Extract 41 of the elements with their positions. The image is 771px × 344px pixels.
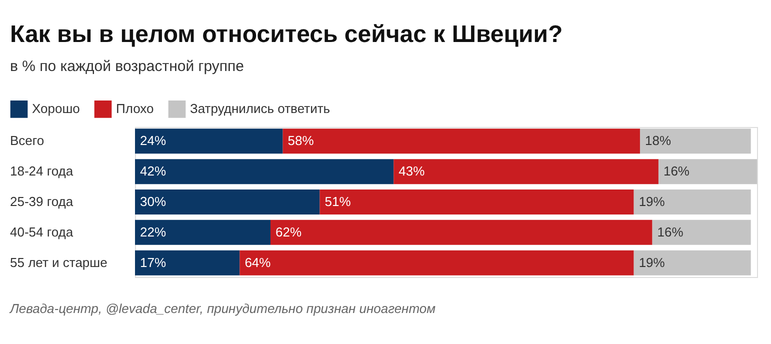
chart-title: Как вы в целом относитесь сейчас к Швеции?: [10, 21, 563, 48]
data-label: 64%: [244, 254, 272, 270]
bar: [282, 128, 640, 154]
data-label: 43%: [398, 164, 426, 179]
legend-label: Плохо: [116, 101, 154, 116]
text: Левада-центр, @levada_center, принудительно признан иноагентом: [9, 301, 436, 316]
data-label: 30%: [140, 194, 166, 209]
data-label: 19%: [638, 254, 666, 270]
bar: [634, 250, 751, 276]
legend-label: Хорошо: [32, 101, 80, 116]
data-label: 58%: [288, 133, 314, 148]
data-label: 42%: [140, 164, 166, 179]
data-label: 16%: [657, 224, 684, 240]
bar: [640, 128, 751, 154]
y-tick-label: 18-24 года: [10, 164, 74, 179]
y-tick-label: 55 лет и старше: [10, 254, 108, 270]
bar: [320, 190, 634, 214]
chart-subtitle: в % по каждой возрастной группе: [10, 58, 244, 75]
bar: [135, 220, 270, 245]
bar: [270, 220, 652, 245]
data-label: 18%: [644, 133, 672, 148]
y-tick-label: 40-54 года: [10, 224, 74, 240]
bar: [394, 159, 658, 184]
data-label: 22%: [140, 224, 166, 240]
y-tick-label: 25-39 года: [10, 194, 74, 209]
data-label: 51%: [324, 194, 352, 209]
bar: [135, 128, 283, 154]
data-label: 16%: [663, 164, 690, 179]
bar: [652, 220, 751, 245]
bar: [135, 250, 240, 276]
bar: [634, 190, 751, 214]
bar: [658, 159, 757, 184]
bar: [135, 190, 320, 214]
bar: [240, 250, 634, 276]
data-label: 19%: [638, 194, 666, 209]
data-label: 24%: [140, 133, 166, 148]
y-tick-label: Всего: [10, 133, 44, 148]
legend-label: Затруднились ответить: [190, 101, 330, 116]
data-label: 62%: [275, 224, 302, 240]
data-label: 17%: [140, 254, 166, 270]
bar: [135, 159, 394, 184]
